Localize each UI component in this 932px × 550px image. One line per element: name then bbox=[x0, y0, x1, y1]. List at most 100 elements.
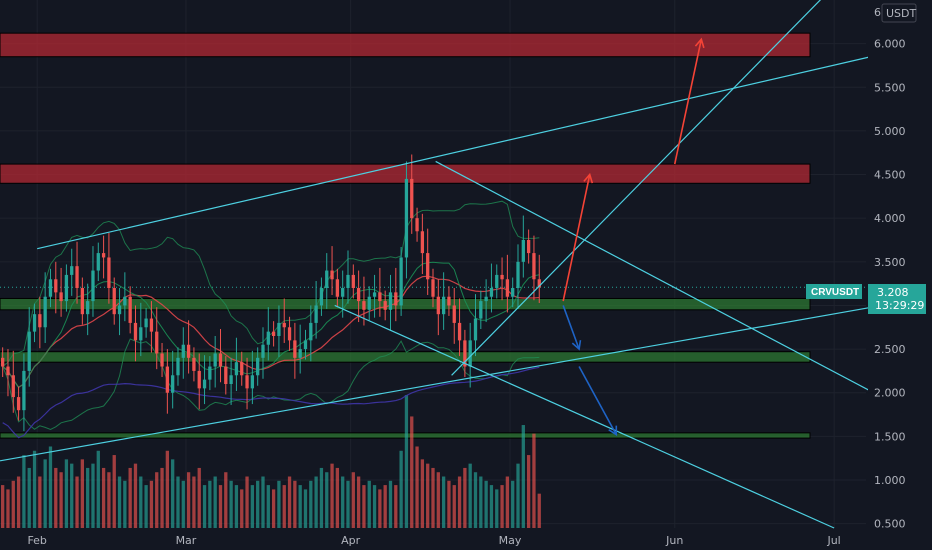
candle-body bbox=[431, 279, 435, 297]
volume-bar bbox=[388, 480, 393, 528]
price-tick-label: 6.000 bbox=[874, 38, 906, 51]
volume-bar bbox=[91, 463, 95, 528]
candle-body bbox=[420, 231, 425, 254]
price-tick-label: 2.500 bbox=[874, 343, 906, 356]
candle-body bbox=[457, 322, 462, 341]
volume-bar bbox=[495, 489, 499, 528]
price-tick-label: 4.500 bbox=[874, 169, 906, 182]
volume-bar bbox=[314, 476, 318, 528]
candle-body bbox=[123, 296, 127, 306]
candle-body bbox=[330, 270, 334, 280]
candle-body bbox=[59, 292, 63, 302]
candle-body bbox=[91, 270, 95, 302]
price-tick-label: 1.500 bbox=[874, 430, 906, 443]
currency-badge[interactable] bbox=[881, 3, 917, 23]
volume-bar bbox=[117, 476, 122, 528]
volume-bar bbox=[16, 476, 21, 528]
trend-line bbox=[435, 160, 883, 398]
candle-body bbox=[16, 397, 21, 411]
candle-body bbox=[117, 305, 122, 315]
candle-body bbox=[171, 375, 175, 393]
volume-bar bbox=[197, 467, 201, 528]
resistance-zone bbox=[0, 32, 811, 58]
volume-bar bbox=[38, 476, 42, 528]
volume-bar bbox=[484, 480, 488, 528]
candle-body bbox=[250, 375, 255, 389]
price-tick-label: 5.000 bbox=[874, 125, 906, 138]
volume-bar bbox=[436, 472, 440, 528]
candle-body bbox=[261, 344, 265, 358]
candle-body bbox=[139, 327, 143, 341]
candle-body bbox=[149, 318, 154, 332]
volume-bar bbox=[447, 480, 451, 528]
candle-body bbox=[6, 366, 10, 376]
candle-body bbox=[192, 357, 196, 371]
volume-bar bbox=[234, 485, 239, 528]
volume-bar bbox=[86, 467, 90, 528]
candle-body bbox=[521, 240, 525, 262]
volume-bar bbox=[341, 476, 345, 528]
candle-body bbox=[468, 340, 472, 367]
candle-body bbox=[27, 331, 31, 371]
volume-bar bbox=[155, 472, 159, 528]
candle-body bbox=[452, 305, 456, 323]
volume-bar bbox=[266, 485, 270, 528]
candlesticks bbox=[1, 154, 541, 432]
candle-body bbox=[224, 366, 228, 384]
candle-body bbox=[341, 288, 345, 297]
volume-bar bbox=[64, 459, 69, 528]
price-axis[interactable]: 6.0005.5005.0004.5004.0003.5003.0002.500… bbox=[874, 38, 906, 531]
candle-body bbox=[319, 288, 324, 306]
candle-body bbox=[447, 296, 451, 306]
time-tick-label: Jun bbox=[665, 534, 683, 547]
volume-bar bbox=[463, 467, 467, 528]
last-price-bg bbox=[868, 284, 926, 314]
ticker-tag[interactable]: CRVUSDT 3.208 13:29:29 bbox=[806, 284, 926, 314]
candle-body bbox=[70, 266, 74, 275]
candle-body bbox=[372, 292, 377, 297]
candle-body bbox=[160, 353, 164, 367]
candle-body bbox=[277, 322, 281, 336]
price-tick-label: 0.500 bbox=[874, 518, 906, 531]
candle-body bbox=[213, 353, 217, 367]
volume-bar bbox=[160, 467, 164, 528]
candle-body bbox=[473, 318, 478, 341]
volume-bar bbox=[54, 467, 58, 528]
candle-body bbox=[101, 253, 106, 258]
volume-bar bbox=[431, 467, 435, 528]
candle-body bbox=[11, 375, 15, 398]
candle-body bbox=[165, 366, 170, 393]
volume-bar bbox=[319, 467, 324, 528]
candle-body bbox=[245, 375, 249, 389]
candle-body bbox=[441, 296, 446, 315]
candle-body bbox=[410, 178, 414, 219]
time-tick-label: Jul bbox=[826, 534, 840, 547]
volume-bar bbox=[468, 463, 472, 528]
price-tick-label: 5.500 bbox=[874, 81, 906, 94]
candle-body bbox=[426, 253, 430, 280]
time-axis[interactable]: Feb Mar Apr May Jun Jul bbox=[27, 534, 840, 547]
price-tick-label: 2.000 bbox=[874, 387, 906, 400]
volume-bar bbox=[80, 459, 84, 528]
volume-bar bbox=[240, 489, 244, 528]
volume-bar bbox=[372, 485, 377, 528]
volume-bar bbox=[27, 467, 31, 528]
candle-body bbox=[479, 301, 483, 319]
ticker-symbol-bg bbox=[806, 284, 862, 299]
candle-body bbox=[351, 274, 355, 288]
projection-arrows bbox=[562, 37, 705, 437]
volume-bar bbox=[133, 463, 138, 528]
volume-bars bbox=[1, 395, 541, 528]
arrow-head-down bbox=[608, 425, 618, 437]
volume-bar bbox=[367, 480, 371, 528]
candle-body bbox=[415, 218, 419, 232]
trend-line bbox=[0, 304, 883, 462]
candle-body bbox=[38, 314, 42, 328]
volume-bar bbox=[59, 472, 63, 528]
candle-body bbox=[75, 266, 79, 288]
volume-bar bbox=[165, 450, 170, 528]
volume-bar bbox=[526, 455, 531, 528]
candle-body bbox=[176, 357, 180, 376]
